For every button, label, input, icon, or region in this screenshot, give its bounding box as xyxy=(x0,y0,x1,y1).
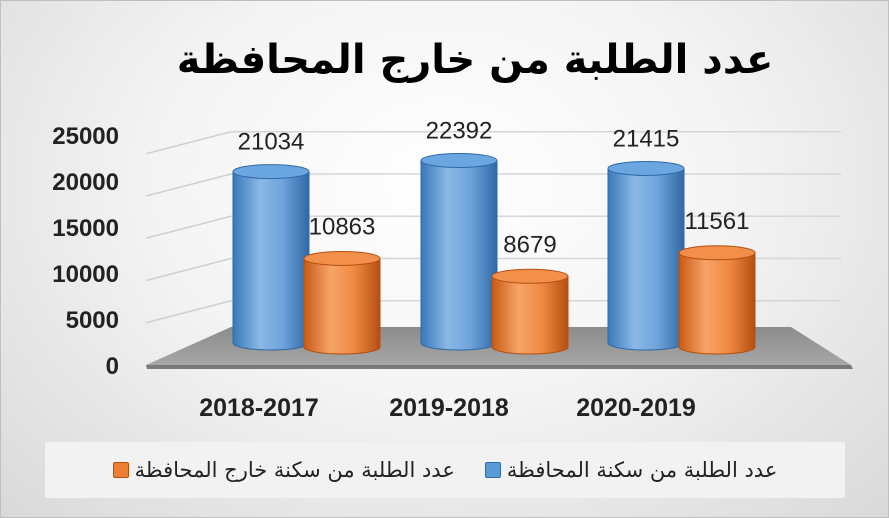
chart-title: عدد الطلبة من خارج المحافظة xyxy=(177,37,774,83)
x-tick-label: 2018-2017 xyxy=(199,394,319,422)
bar-orange xyxy=(678,245,756,355)
floor-edge xyxy=(146,365,853,369)
data-label: 22392 xyxy=(426,118,493,145)
bar-body xyxy=(491,275,569,355)
gridline-left xyxy=(145,257,232,282)
bar-top xyxy=(491,268,569,284)
y-tick-label: 15000 xyxy=(52,215,119,242)
y-tick-label: 0 xyxy=(106,353,119,380)
legend-item-series-1: عدد الطلبة من سكنة المحافظة xyxy=(484,458,778,482)
x-tick-label: 2019-2018 xyxy=(389,394,509,422)
bar-body xyxy=(232,171,310,351)
bar-top xyxy=(420,153,498,169)
legend-label: عدد الطلبة من سكنة خارج المحافظة xyxy=(134,458,455,482)
x-axis-ticks: 2018-2017 2019-2018 2020-2019 xyxy=(199,394,696,422)
data-label: 8679 xyxy=(503,231,556,258)
gridline-left xyxy=(145,173,232,197)
gridline-left xyxy=(145,215,232,239)
x-tick-label: 2020-2019 xyxy=(576,394,696,422)
legend-swatch-orange xyxy=(112,462,129,478)
gridline-left xyxy=(145,300,232,324)
legend-swatch-blue xyxy=(484,462,501,478)
y-tick-label: 25000 xyxy=(52,123,119,150)
y-tick-label: 10000 xyxy=(52,261,119,288)
data-label: 10863 xyxy=(309,213,376,240)
gridline-left xyxy=(145,131,232,155)
bar-top xyxy=(232,164,310,180)
y-tick-label: 5000 xyxy=(66,307,119,334)
y-axis-ticks: 0 5000 10000 15000 20000 25000 xyxy=(52,123,119,380)
bar-orange xyxy=(491,268,569,355)
bar-blue xyxy=(232,164,310,351)
bar-blue xyxy=(420,153,498,351)
data-label: 21034 xyxy=(238,129,305,156)
y-tick-label: 20000 xyxy=(52,169,119,196)
bar-body xyxy=(303,257,381,355)
bar-top xyxy=(607,160,685,176)
bars xyxy=(232,153,756,355)
bar-top xyxy=(678,245,756,261)
legend-item-series-2: عدد الطلبة من سكنة خارج المحافظة xyxy=(112,458,455,482)
bar-body xyxy=(607,167,685,351)
bar-body xyxy=(678,252,756,355)
data-label: 21415 xyxy=(613,125,680,152)
legend-label: عدد الطلبة من سكنة المحافظة xyxy=(506,458,778,482)
bar-top xyxy=(303,250,381,266)
data-label: 11561 xyxy=(685,208,750,235)
legend: عدد الطلبة من سكنة المحافظة عدد الطلبة م… xyxy=(45,442,845,498)
bar-orange xyxy=(303,250,381,355)
bar-blue xyxy=(607,160,685,351)
bar-body xyxy=(420,160,498,351)
data-labels: 21034 22392 21415 10863 8679 11561 xyxy=(238,118,750,259)
